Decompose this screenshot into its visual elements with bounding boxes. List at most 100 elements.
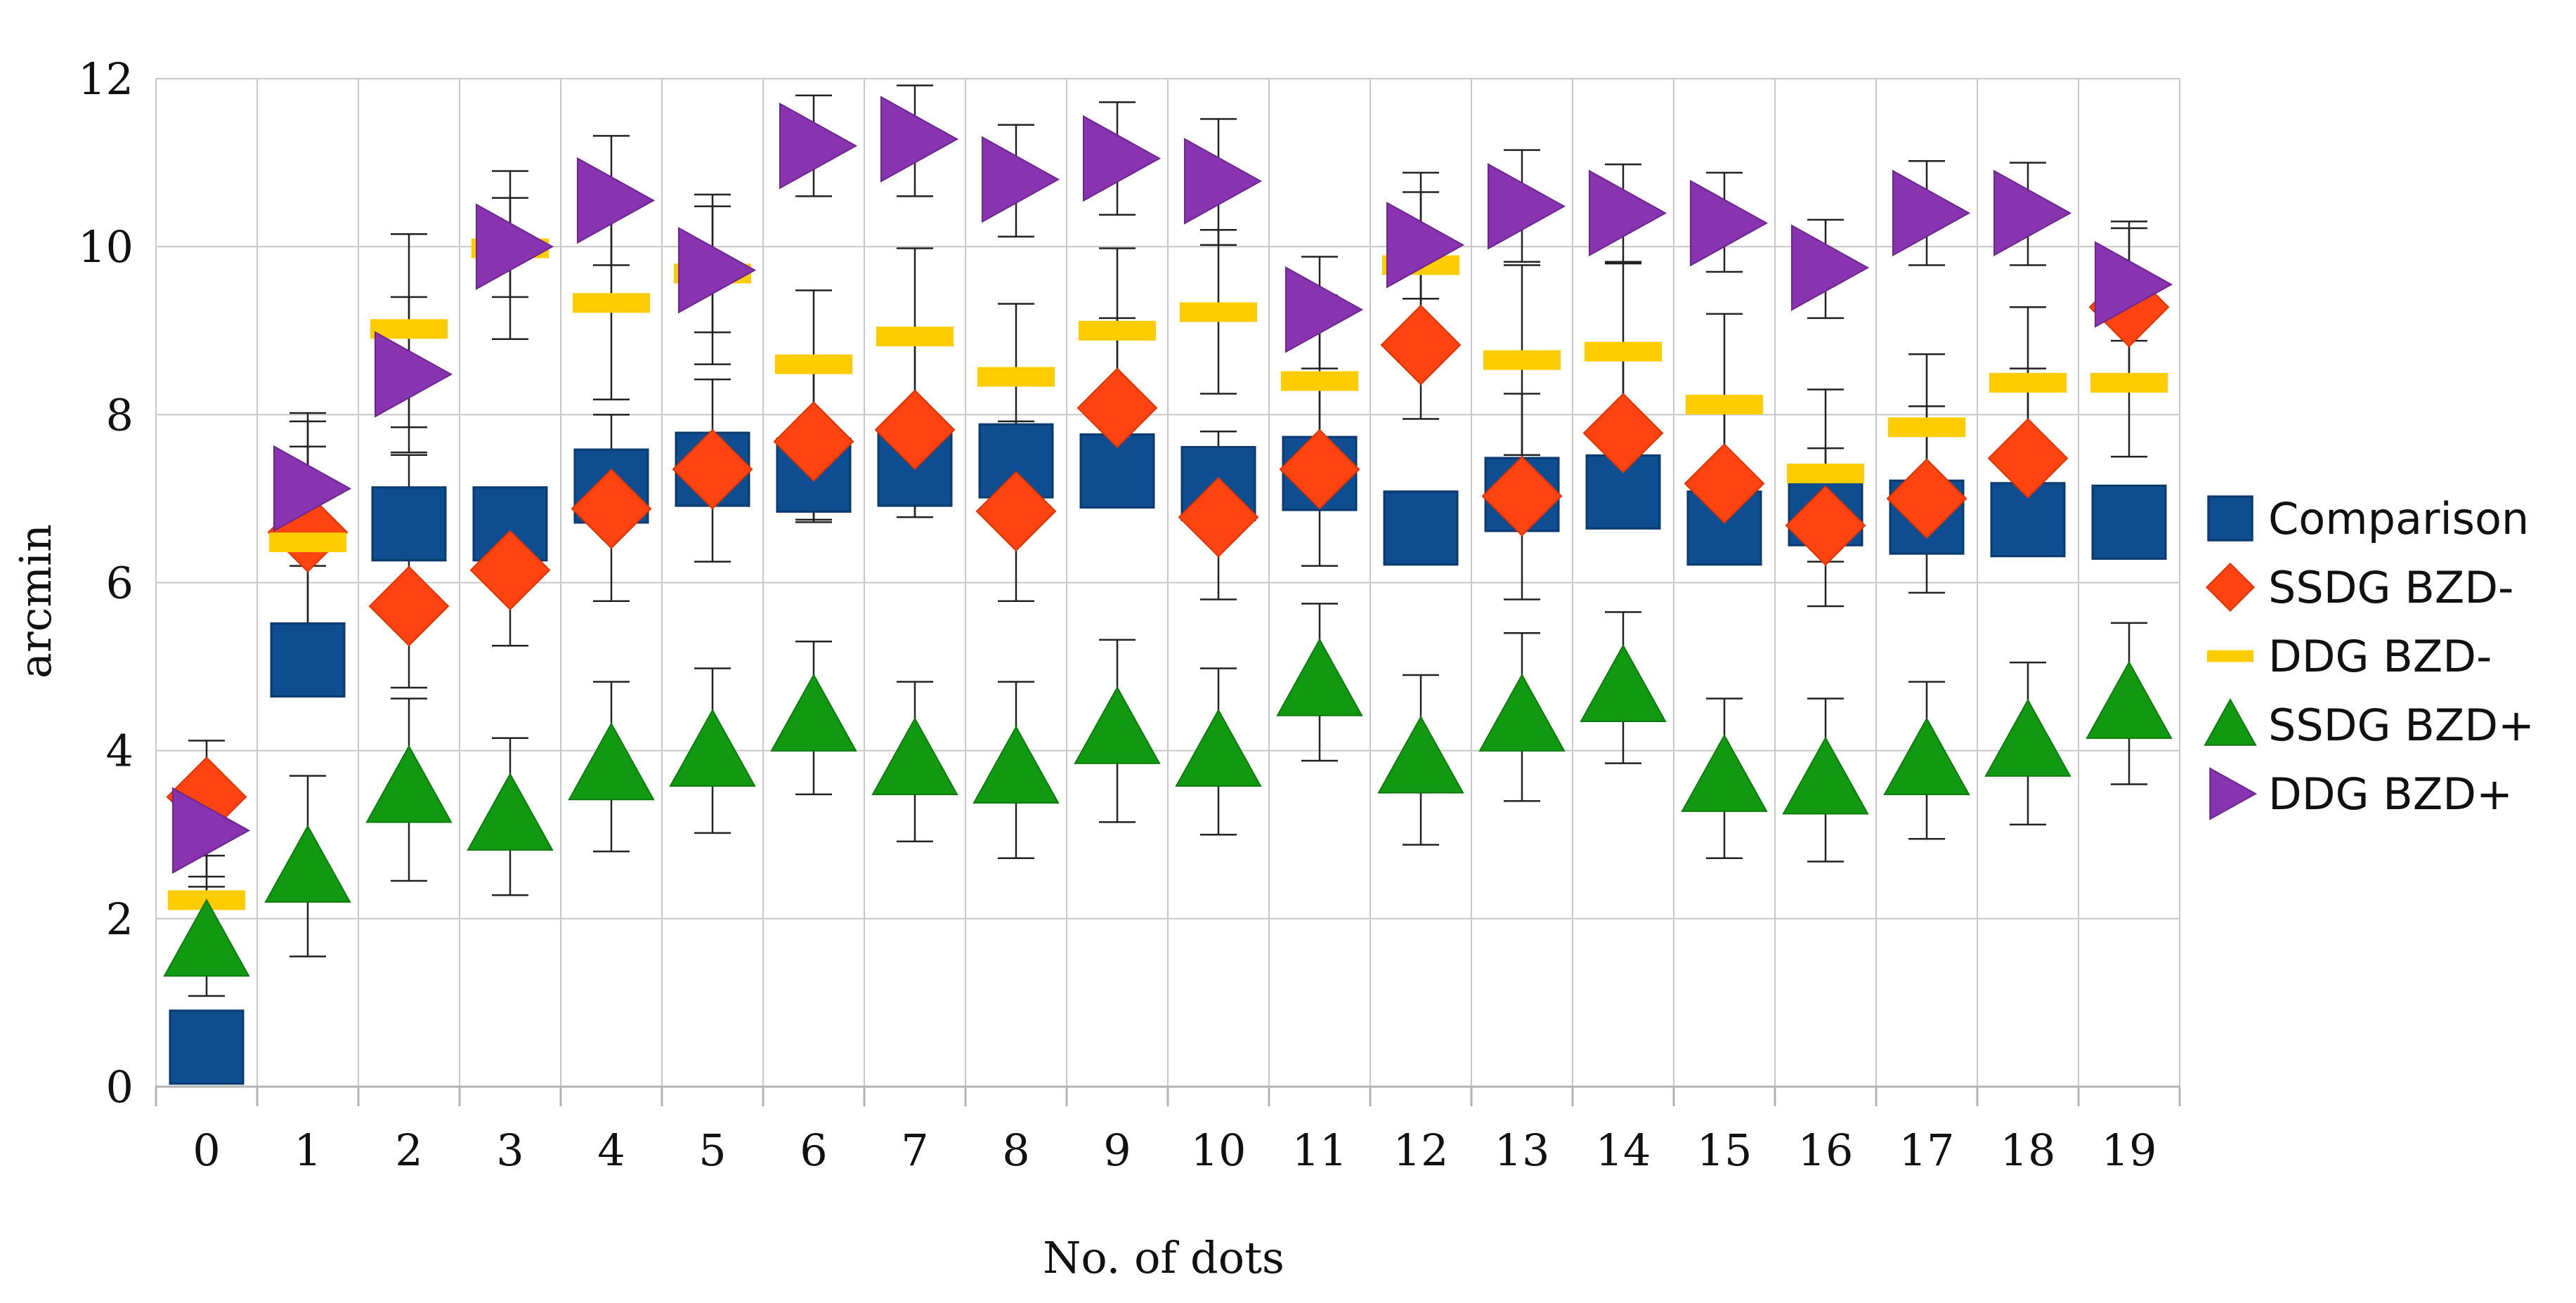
y-tick-labels: 0 2 4 6 8 10 12	[78, 53, 134, 1113]
data-point	[1481, 455, 1563, 537]
legend-marker	[2205, 562, 2256, 613]
y-tick-label: 2	[106, 893, 134, 945]
grid-lines	[155, 78, 2180, 1087]
data-point	[1079, 320, 1156, 341]
data-point	[1987, 418, 2069, 499]
data-point	[1989, 372, 2067, 393]
y-tick-label: 8	[106, 389, 134, 440]
legend-item: DDG BZD+	[2209, 767, 2513, 820]
data-point	[273, 445, 352, 532]
x-tick-label: 13	[1495, 1125, 1550, 1176]
y-tick-label: 12	[78, 53, 134, 105]
data-point	[779, 102, 858, 190]
x-tick-label: 5	[698, 1125, 726, 1176]
x-tick-label: 1	[294, 1125, 321, 1176]
data-point	[371, 486, 447, 562]
data-point	[370, 319, 448, 339]
x-tick-label: 7	[901, 1125, 928, 1176]
data-point	[977, 367, 1055, 387]
x-tick-labels: 0 1 2 3 4 5 6 7 8 9 10 11 12 13 14 15 16 17 18 19	[193, 1125, 2157, 1176]
legend-marker	[2204, 698, 2257, 746]
x-tick-label: 4	[597, 1125, 625, 1176]
data-point	[1178, 476, 1259, 558]
y-tick-label: 6	[106, 558, 134, 609]
legend-label: SSDG BZD-	[2268, 562, 2513, 613]
data-point	[1478, 673, 1566, 752]
data-point	[1184, 138, 1263, 225]
data-point	[269, 532, 346, 553]
data-point	[2090, 372, 2168, 393]
data-point	[1488, 163, 1566, 250]
data-point	[1383, 490, 1459, 566]
data-point	[1892, 169, 1971, 257]
x-tick-label: 11	[1292, 1125, 1348, 1176]
x-tick-label: 16	[1798, 1125, 1854, 1176]
legend-label: SSDG BZD+	[2268, 700, 2535, 751]
x-tick-label: 19	[2102, 1125, 2157, 1176]
legend-marker	[2207, 495, 2253, 542]
x-tick-label: 15	[1697, 1125, 1752, 1176]
data-point	[1074, 686, 1161, 764]
legend-label: Comparison	[2268, 493, 2529, 544]
data-point	[1782, 736, 1869, 815]
data-point	[573, 293, 650, 313]
data-point	[1787, 464, 1864, 484]
legend-label: DDG BZD+	[2268, 768, 2513, 820]
data-point	[1883, 716, 1970, 796]
data-point	[1175, 708, 1262, 787]
data-point	[874, 389, 956, 471]
data-point	[1791, 224, 1870, 311]
data-point	[672, 428, 753, 510]
y-tick-label: 4	[106, 726, 134, 777]
data-point	[1276, 638, 1363, 716]
x-tick-label: 18	[2001, 1125, 2056, 1176]
data-point	[1580, 643, 1667, 722]
data-point	[1279, 428, 1360, 510]
x-tick-label: 9	[1103, 1125, 1131, 1176]
x-tick-label: 12	[1393, 1125, 1449, 1176]
data-point	[264, 825, 351, 903]
data-markers	[163, 96, 2173, 1085]
x-tick-label: 3	[496, 1125, 523, 1176]
data-point	[1686, 394, 1763, 414]
data-point	[770, 673, 857, 752]
y-tick-label: 10	[78, 221, 134, 273]
data-point	[571, 468, 652, 549]
legend-item: DDG BZD-	[2207, 631, 2492, 682]
legend-item: SSDG BZD+	[2204, 698, 2535, 751]
x-axis-label: No. of dots	[1043, 1232, 1284, 1283]
legend: Comparison SSDG BZD- DDG BZD- SSDG BZD+ DDG …	[2204, 493, 2535, 820]
legend-marker	[2209, 767, 2258, 820]
data-point	[876, 327, 954, 347]
data-point	[1180, 302, 1257, 322]
data-point	[880, 96, 959, 183]
x-tick-label: 2	[395, 1125, 422, 1176]
data-point	[1483, 350, 1561, 370]
data-point	[172, 787, 251, 874]
data-point	[476, 203, 554, 290]
data-point	[1684, 443, 1765, 524]
data-point	[467, 772, 554, 851]
data-point	[169, 1009, 245, 1085]
x-tick-label: 0	[193, 1125, 220, 1176]
x-tick-label: 17	[1899, 1125, 1955, 1176]
data-point	[871, 716, 958, 796]
data-point	[1589, 169, 1667, 257]
data-point	[1281, 371, 1358, 391]
legend-item: SSDG BZD-	[2205, 562, 2513, 613]
data-point	[975, 471, 1057, 552]
data-point	[1785, 485, 1866, 566]
legend-label: DDG BZD-	[2268, 631, 2492, 682]
data-point	[577, 157, 656, 244]
data-point	[678, 226, 757, 314]
data-point	[1984, 698, 2071, 777]
y-tick-label: 0	[106, 1061, 134, 1113]
data-point	[469, 530, 551, 610]
data-point	[1083, 114, 1162, 202]
data-point	[368, 565, 450, 647]
data-point	[1386, 202, 1465, 289]
data-point	[1585, 341, 1662, 362]
x-tick-label: 8	[1002, 1125, 1029, 1176]
data-point	[1993, 169, 2072, 257]
